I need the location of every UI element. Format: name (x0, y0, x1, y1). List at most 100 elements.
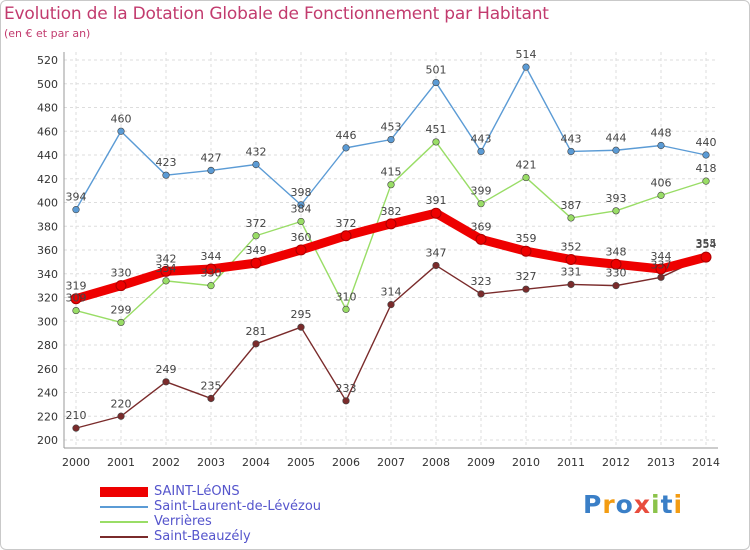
data-label: 344 (201, 250, 222, 263)
data-label: 369 (471, 220, 492, 233)
x-tick-label: 2011 (557, 456, 585, 469)
data-label: 331 (561, 265, 582, 278)
data-point (612, 146, 620, 154)
data-label: 337 (651, 258, 672, 271)
legend-swatch (100, 535, 148, 538)
x-tick-label: 2000 (62, 456, 90, 469)
data-label: 384 (291, 203, 312, 216)
data-point (655, 263, 667, 275)
data-point (160, 265, 172, 277)
data-label: 387 (561, 199, 582, 212)
data-point (522, 173, 530, 182)
legend-item: Verrières (100, 514, 321, 529)
data-point (610, 258, 622, 270)
x-tick-label: 2010 (512, 456, 540, 469)
data-point (207, 282, 215, 290)
data-point (657, 191, 665, 199)
data-label: 501 (426, 64, 447, 77)
legend-item: Saint-Laurent-de-Lévézou (100, 499, 321, 514)
data-label: 281 (246, 325, 267, 338)
data-label: 427 (201, 151, 222, 164)
axes: 200 220 240 260 280 300 320 340 360 380 400 420 440 4… (37, 52, 720, 469)
x-tick-label: 2003 (197, 456, 225, 469)
y-tick-label: 360 (37, 244, 58, 257)
data-point (117, 412, 125, 420)
y-tick-label: 400 (37, 197, 58, 210)
data-point (432, 261, 440, 270)
y-tick-label: 460 (37, 125, 58, 138)
data-label: 295 (291, 308, 312, 321)
data-label: 360 (291, 231, 312, 244)
y-tick-label: 260 (37, 363, 58, 376)
y-tick-label: 520 (37, 54, 58, 67)
data-point (250, 257, 262, 269)
data-point (162, 171, 170, 179)
data-label: 347 (426, 246, 447, 259)
data-label: 319 (66, 280, 87, 293)
data-point (565, 254, 577, 265)
data-point (477, 147, 485, 156)
data-labels: 319 330 342 344 349 360 372 382 391 369 359 352 348 3… (66, 48, 717, 422)
data-label: 235 (201, 379, 222, 392)
data-label: 372 (246, 217, 267, 230)
data-point (477, 200, 485, 208)
data-point (612, 207, 620, 215)
legend: SAINT-LéONS Saint-Laurent-de-Lévézou Verri… (100, 484, 321, 544)
data-label: 348 (606, 245, 627, 258)
data-point (657, 273, 665, 281)
data-label: 354 (696, 238, 717, 251)
data-point (297, 201, 305, 209)
data-label: 299 (111, 303, 132, 316)
data-point (475, 233, 487, 245)
data-label: 399 (471, 185, 492, 198)
data-label: 355 (696, 237, 717, 250)
data-label: 440 (696, 136, 717, 149)
data-point (340, 230, 352, 242)
data-point (297, 323, 305, 331)
data-label: 393 (606, 192, 627, 205)
data-point (522, 63, 530, 71)
data-point (657, 141, 665, 150)
data-point (387, 135, 395, 144)
x-tick-label: 2005 (287, 456, 315, 469)
series (70, 63, 712, 432)
data-point (297, 217, 305, 226)
legend-swatch (100, 486, 148, 497)
y-tick-label: 480 (37, 102, 58, 115)
data-point (342, 305, 350, 313)
data-point (342, 144, 350, 152)
data-point (70, 293, 82, 305)
data-point (252, 340, 260, 348)
data-label: 327 (516, 270, 537, 283)
data-point (117, 127, 125, 135)
data-point (700, 251, 712, 263)
chart-title: Evolution de la Dotation Globale de Fonc… (4, 4, 549, 24)
data-label: 382 (381, 205, 402, 218)
data-point (522, 285, 530, 293)
data-label: 344 (651, 250, 672, 263)
data-label: 514 (516, 48, 537, 61)
data-label: 443 (471, 132, 492, 145)
x-tick-label: 2013 (647, 456, 675, 469)
x-tick-label: 2004 (242, 456, 270, 469)
data-point (567, 280, 575, 289)
y-tick-label: 200 (37, 434, 58, 447)
data-label: 334 (156, 262, 177, 275)
data-label: 423 (156, 156, 177, 169)
data-label: 249 (156, 363, 177, 376)
data-point (252, 232, 260, 240)
data-point (520, 245, 532, 257)
x-tick-label: 2014 (692, 456, 720, 469)
legend-label: Saint-Laurent-de-Lévézou (154, 499, 322, 514)
data-point (432, 138, 440, 146)
data-label: 398 (291, 186, 312, 199)
data-point (385, 218, 397, 230)
x-tick-label: 2006 (332, 456, 360, 469)
data-label: 372 (336, 217, 357, 230)
y-tick-label: 380 (37, 220, 58, 233)
data-point (430, 207, 442, 219)
data-point (252, 160, 260, 169)
data-point (477, 290, 485, 298)
data-point (72, 424, 80, 432)
